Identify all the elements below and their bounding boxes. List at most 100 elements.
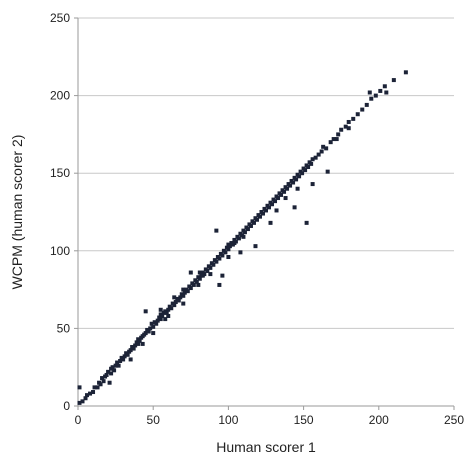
data-point bbox=[100, 376, 105, 381]
data-point bbox=[131, 346, 136, 351]
data-point bbox=[214, 228, 219, 233]
data-point bbox=[217, 282, 222, 287]
data-point bbox=[166, 307, 171, 312]
data-point bbox=[328, 140, 333, 145]
data-point bbox=[128, 348, 133, 353]
data-point bbox=[166, 313, 171, 318]
data-point bbox=[227, 244, 232, 249]
data-point bbox=[77, 400, 82, 405]
data-point bbox=[310, 182, 315, 187]
data-point bbox=[346, 126, 351, 131]
data-point bbox=[279, 192, 284, 197]
data-point bbox=[304, 220, 309, 225]
data-point bbox=[257, 214, 262, 219]
data-point bbox=[188, 286, 193, 291]
data-point bbox=[121, 357, 126, 362]
x-tick-label: 200 bbox=[369, 413, 389, 427]
y-tick-label: 100 bbox=[50, 244, 70, 258]
data-point bbox=[282, 189, 287, 194]
data-point bbox=[236, 236, 241, 241]
x-axis-title: Human scorer 1 bbox=[216, 439, 316, 455]
data-point bbox=[223, 250, 228, 255]
data-point bbox=[148, 326, 153, 331]
data-point bbox=[77, 385, 82, 390]
data-point bbox=[291, 180, 296, 185]
data-point bbox=[373, 93, 378, 98]
y-tick-label: 200 bbox=[50, 89, 70, 103]
data-point bbox=[128, 357, 133, 362]
data-point bbox=[197, 270, 202, 275]
data-point bbox=[336, 132, 341, 137]
data-point bbox=[181, 301, 186, 306]
data-point bbox=[146, 329, 151, 334]
data-point bbox=[321, 144, 326, 149]
data-point bbox=[270, 202, 275, 207]
data-point bbox=[364, 102, 369, 107]
data-point bbox=[220, 253, 225, 258]
data-point bbox=[260, 211, 265, 216]
data-point bbox=[403, 70, 408, 75]
tick-labels: 0 50 100 150 200 250 0 50 100 150 200 250 bbox=[50, 11, 464, 427]
data-point bbox=[158, 317, 163, 322]
data-point bbox=[88, 391, 93, 396]
data-point bbox=[116, 363, 121, 368]
data-point bbox=[253, 244, 258, 249]
data-point bbox=[334, 137, 339, 142]
data-point bbox=[172, 303, 177, 308]
data-point bbox=[208, 272, 213, 277]
data-point bbox=[133, 343, 138, 348]
data-point bbox=[241, 234, 246, 239]
data-point bbox=[197, 276, 202, 281]
data-point bbox=[176, 298, 181, 303]
data-point bbox=[319, 149, 324, 154]
data-point bbox=[378, 88, 383, 93]
data-point bbox=[107, 380, 112, 385]
x-tick-label: 50 bbox=[147, 413, 161, 427]
axis-layer bbox=[74, 17, 455, 410]
data-point bbox=[313, 155, 318, 160]
data-point bbox=[154, 321, 159, 326]
data-point bbox=[110, 365, 115, 370]
data-point bbox=[316, 152, 321, 157]
data-point bbox=[191, 282, 196, 287]
data-point bbox=[185, 289, 190, 294]
y-tick-label: 150 bbox=[50, 166, 70, 180]
data-point bbox=[182, 290, 187, 295]
data-point bbox=[297, 174, 302, 179]
data-point bbox=[232, 241, 237, 246]
y-axis-title: WCPM (human scorer 2) bbox=[9, 135, 25, 290]
data-point bbox=[98, 382, 103, 387]
data-point bbox=[220, 273, 225, 278]
data-point bbox=[238, 250, 243, 255]
data-point bbox=[339, 127, 344, 132]
x-tick-label: 150 bbox=[294, 413, 314, 427]
grid-layer bbox=[78, 17, 454, 329]
data-point bbox=[122, 354, 127, 359]
data-point bbox=[274, 208, 279, 213]
data-point bbox=[306, 164, 311, 169]
data-point bbox=[268, 220, 273, 225]
data-point bbox=[254, 217, 259, 222]
data-point bbox=[181, 293, 186, 298]
data-point bbox=[295, 186, 300, 191]
x-tick-label: 100 bbox=[218, 413, 238, 427]
data-point bbox=[109, 371, 114, 376]
data-point bbox=[83, 396, 88, 401]
data-point bbox=[112, 368, 117, 373]
data-point bbox=[163, 317, 168, 322]
data-point bbox=[288, 183, 293, 188]
data-point bbox=[151, 324, 156, 329]
data-point bbox=[226, 247, 231, 252]
data-point bbox=[303, 168, 308, 173]
data-point bbox=[294, 177, 299, 182]
data-point bbox=[173, 300, 178, 305]
data-point bbox=[267, 205, 272, 210]
y-tick-label: 250 bbox=[50, 11, 70, 25]
data-point bbox=[194, 279, 199, 284]
data-point bbox=[285, 186, 290, 191]
data-point bbox=[151, 331, 156, 336]
data-point bbox=[217, 256, 222, 261]
data-point bbox=[149, 321, 154, 326]
data-point bbox=[346, 119, 351, 124]
